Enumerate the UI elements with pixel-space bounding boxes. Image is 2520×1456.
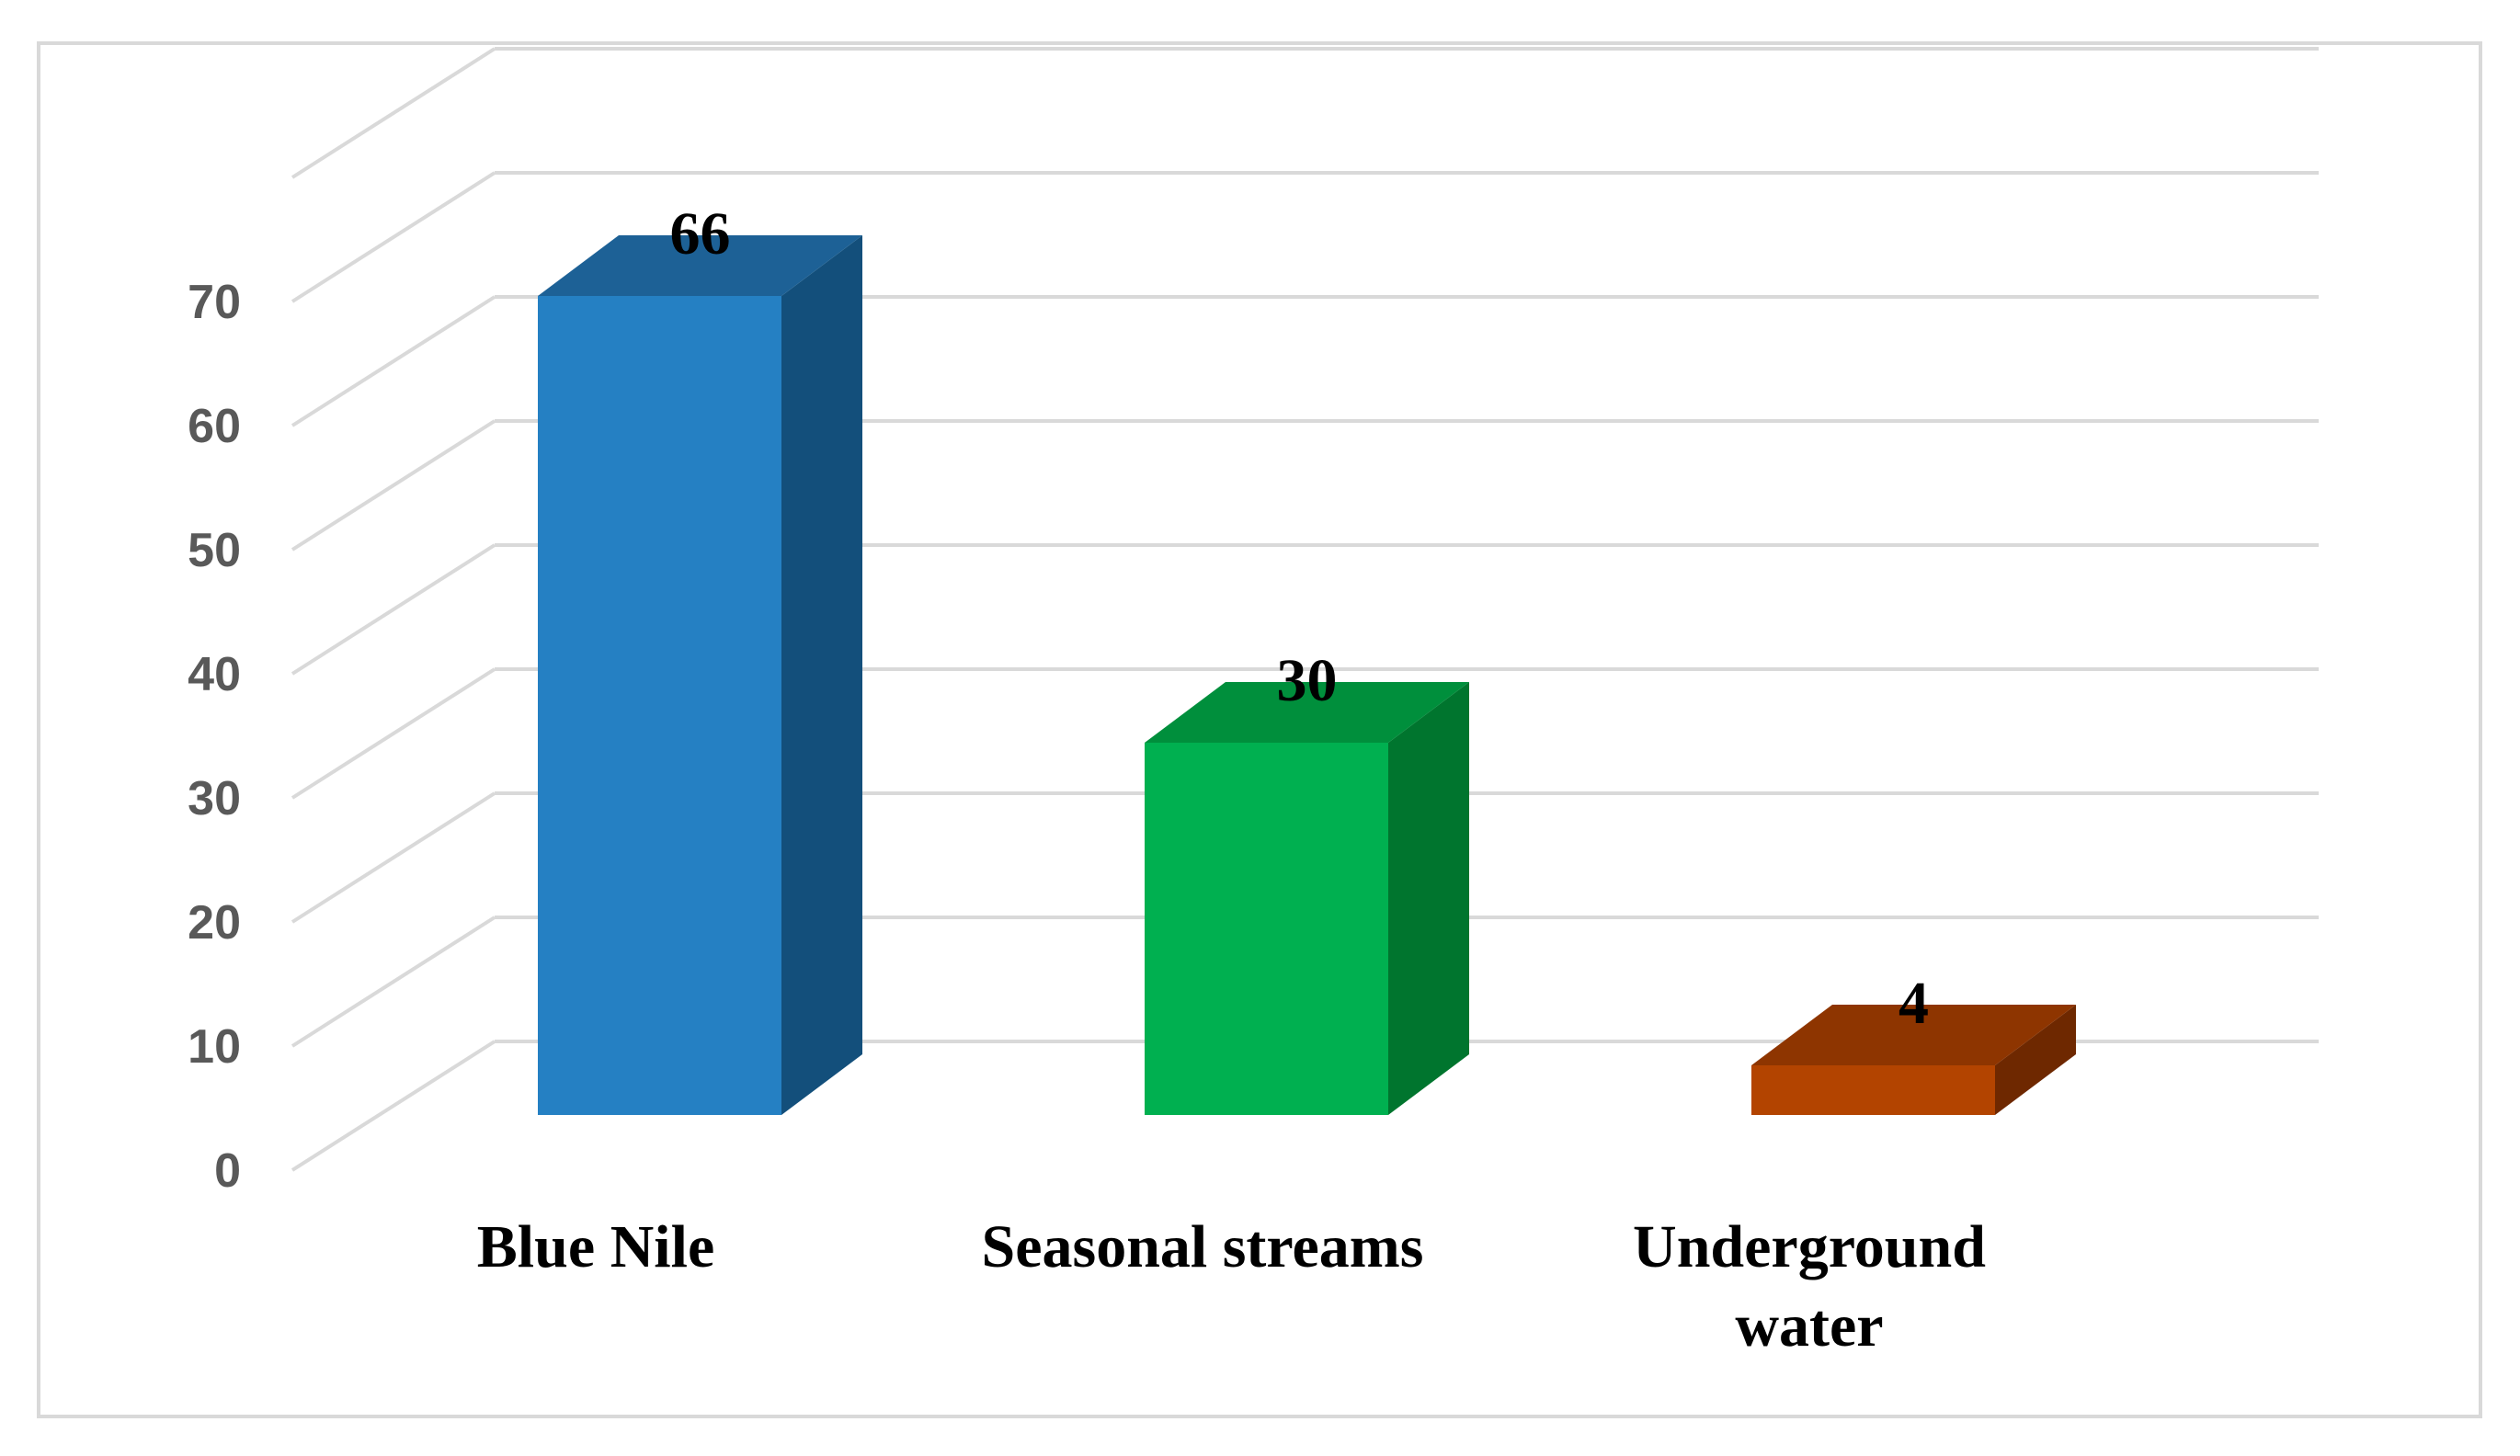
bar xyxy=(1751,1005,2076,1115)
y-axis-tick-labels: 0 10 20 30 40 50 60 70 xyxy=(188,276,241,1198)
bar-top-face xyxy=(1751,1005,2076,1065)
bar-front-face xyxy=(1751,1065,1995,1115)
data-labels: 66 30 4 xyxy=(670,200,1930,1037)
y-tick-label: 0 xyxy=(214,1144,241,1198)
bar xyxy=(538,235,862,1115)
bar-side-face xyxy=(1995,1005,2076,1115)
gridline xyxy=(291,171,2319,303)
bar-side-face xyxy=(781,235,862,1115)
bar xyxy=(1145,682,1469,1115)
bar-front-face xyxy=(538,296,781,1115)
category-label: Underground water xyxy=(1633,1213,1986,1359)
y-tick-label: 60 xyxy=(188,400,241,453)
y-tick-label: 70 xyxy=(188,276,241,329)
y-tick-label: 30 xyxy=(188,772,241,825)
category-label: Blue Nile xyxy=(477,1213,715,1280)
category-label: Seasonal streams xyxy=(982,1213,1424,1280)
y-tick-label: 10 xyxy=(188,1020,241,1074)
x-axis-category-labels: Blue Nile Seasonal streams Underground wate… xyxy=(477,1213,1986,1359)
data-label: 4 xyxy=(1899,970,1929,1037)
data-label: 30 xyxy=(1277,647,1338,714)
bar-top-face xyxy=(1145,682,1469,743)
y-tick-label: 40 xyxy=(188,648,241,701)
data-label: 66 xyxy=(670,200,731,267)
bar-top-face xyxy=(538,235,862,296)
bar-side-face xyxy=(1388,682,1469,1115)
y-tick-label: 50 xyxy=(188,524,241,577)
bar-front-face xyxy=(1145,743,1388,1115)
bars xyxy=(538,235,2076,1115)
y-tick-label: 20 xyxy=(188,896,241,950)
gridline xyxy=(291,47,2319,179)
